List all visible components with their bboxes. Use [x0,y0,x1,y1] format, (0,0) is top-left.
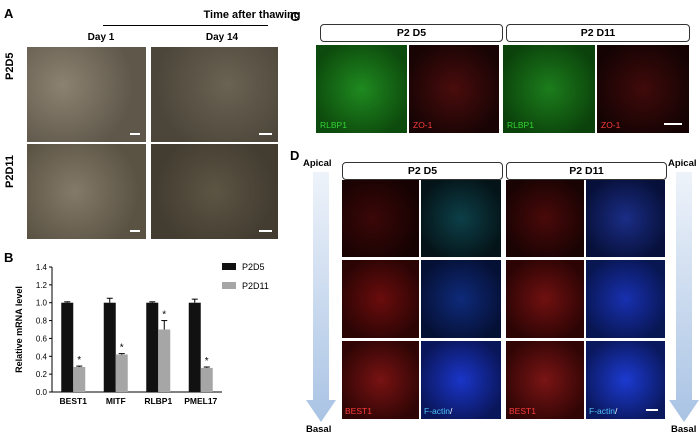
channel-label-rlbp1: RLBP1 [320,120,347,130]
panel-b-label: B [4,250,14,265]
panel-c-header-p2d5: P2 D5 [320,24,503,42]
image-d-factin-p2d5-basal: F-actin/ [421,341,501,419]
significance-star: * [162,310,166,321]
micrograph-p2d11-day14 [151,144,278,239]
panel-a-label: A [4,6,14,21]
y-axis-label: Relative mRNA level [14,286,24,373]
bar-p2d5-mitf [103,302,116,392]
apical-label-right: Apical [668,158,697,169]
col-label-day1: Day 1 [87,32,115,43]
x-tick-label: PMEL17 [184,396,217,406]
bar-p2d11-pmel17 [200,367,213,392]
significance-star: * [205,356,209,367]
y-tick-label: 0.2 [36,370,48,379]
x-tick-label: MITF [106,396,126,406]
y-tick-label: 0.6 [36,334,48,343]
apical-label-left: Apical [303,158,332,169]
scale-bar [259,133,272,135]
significance-star: * [120,343,124,354]
image-c-rlbp1-p2d5: RLBP1 [316,45,407,133]
image-d-factin-p2d11-apical [586,180,665,257]
image-d-factin-p2d11-basal: F-actin/ [586,341,665,419]
image-d-factin-p2d5-mid [421,260,501,338]
relative-mrna-bar-chart: 0.0 0.2 0.4 0.6 0.8 1.0 1.2 1.4 Relative mRNA le… [14,262,269,406]
panel-d-label: D [290,148,300,163]
basal-label-right: Basal [671,424,697,435]
header-divider [103,25,268,26]
bar-p2d5-best1 [61,302,74,392]
channel-label-rlbp1: RLBP1 [507,120,534,130]
scale-bar [130,230,140,232]
y-tick-label: 0.8 [36,317,48,326]
bar-p2d11-best1 [73,367,86,392]
legend-swatch-p2d11 [222,282,236,289]
image-d-best1-p2d11-basal: BEST1 [506,341,584,419]
image-d-best1-p2d11-mid [506,260,584,338]
y-tick-label: 1.2 [36,281,48,290]
col-label-day14: Day 14 [205,32,239,43]
channel-label-best1: BEST1 [509,406,536,416]
significance-star: * [77,355,81,366]
scale-bar [646,409,658,411]
scale-bar [664,123,682,125]
micrograph-p2d11-day1 [27,144,146,239]
bar-p2d11-rlbp1 [158,329,171,392]
x-tick-label: RLBP1 [144,396,172,406]
channel-label-factin: F-actin/ [424,406,453,416]
image-c-zo1-p2d11: ZO-1 [597,45,689,133]
y-tick-label: 0.0 [36,388,48,397]
panel-d-header-p2d11: P2 D11 [506,162,667,180]
row-label-p2d5: P2D5 [4,52,16,80]
legend-label-p2d11: P2D11 [242,281,269,291]
time-after-thawing-header: Time after thawing [203,9,301,21]
y-tick-label: 1.0 [36,299,48,308]
legend-swatch-p2d5 [222,263,236,270]
apical-basal-arrow-left-icon [306,172,336,422]
y-tick-label: 0.4 [36,352,48,361]
channel-label-zo1: ZO-1 [601,120,621,130]
y-tick-label: 1.4 [36,263,48,272]
micrograph-p2d5-day1 [27,47,146,142]
channel-label-factin: F-actin/ [589,406,618,416]
scale-bar [130,133,140,135]
x-tick-label: BEST1 [60,396,88,406]
image-d-factin-p2d11-mid [586,260,665,338]
bar-p2d5-pmel17 [188,302,201,392]
panel-c-header-p2d11: P2 D11 [506,24,690,42]
bar-p2d5-rlbp1 [146,302,159,392]
image-d-best1-p2d11-apical [506,180,584,257]
image-d-best1-p2d5-basal: BEST1 [342,341,419,419]
apical-basal-arrow-right-icon [669,172,699,422]
image-c-rlbp1-p2d11: RLBP1 [503,45,595,133]
scale-bar [259,230,272,232]
image-d-best1-p2d5-mid [342,260,419,338]
panel-d-header-p2d5: P2 D5 [342,162,503,180]
channel-label-best1: BEST1 [345,406,372,416]
image-c-zo1-p2d5: ZO-1 [409,45,499,133]
basal-label-left: Basal [306,424,332,435]
row-label-p2d11: P2D11 [4,154,16,188]
bar-p2d11-mitf [115,354,128,392]
image-d-best1-p2d5-apical [342,180,419,257]
legend-label-p2d5: P2D5 [242,262,265,272]
channel-label-zo1: ZO-1 [413,120,433,130]
micrograph-p2d5-day14 [151,47,278,142]
image-d-factin-p2d5-apical [421,180,501,257]
panel-c-label: C [290,9,300,24]
